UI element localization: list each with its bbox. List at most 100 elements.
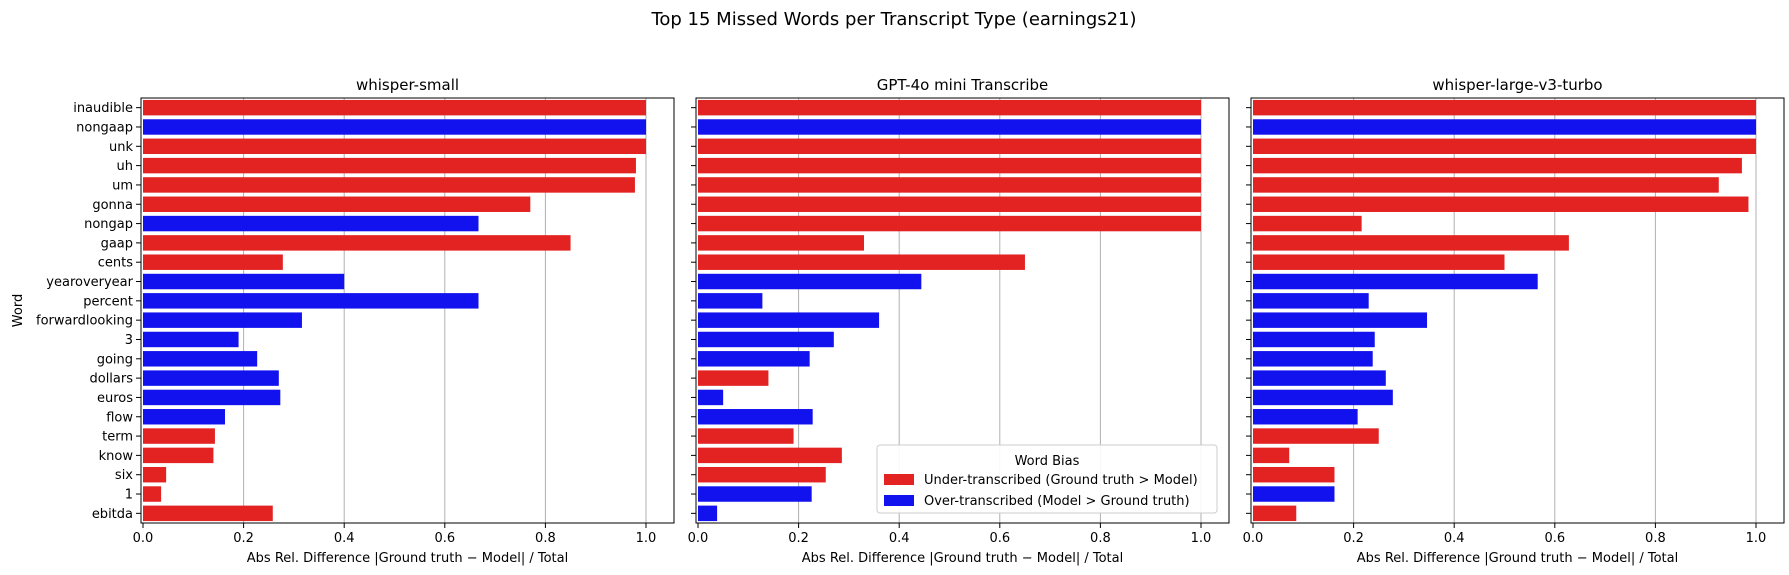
- bar-percent: [143, 293, 479, 309]
- legend: Word Bias Under-transcribed (Ground trut…: [876, 444, 1218, 514]
- bar-flow: [698, 409, 813, 425]
- bar-um: [698, 177, 1201, 193]
- x-axis-label: Abs Rel. Difference |Ground truth − Mode…: [802, 551, 1123, 566]
- axes-frame: [140, 97, 675, 524]
- panel-whisper-large-v3-turbo: 0.0 0.2 0.4 0.6 0.8 1.0 whisper-large-v3-turbo…: [1243, 76, 1785, 566]
- bar-ebitda: [143, 505, 273, 522]
- x-tick-label: 0.6: [434, 531, 455, 546]
- bar-euros: [143, 389, 281, 406]
- panel-title: GPT-4o mini Transcribe: [877, 76, 1049, 94]
- bar-uh: [143, 157, 636, 174]
- axes-frame: [1250, 97, 1785, 524]
- y-tick-label: 3: [125, 333, 133, 348]
- bar-gaap: [698, 235, 864, 251]
- bar-gonna: [1253, 196, 1749, 212]
- bar-dollars: [698, 370, 769, 386]
- bar-inaudible: [1253, 99, 1756, 116]
- bar-forwardlooking: [1253, 312, 1428, 328]
- bar-inaudible: [698, 99, 1201, 116]
- bar-unk: [1253, 138, 1756, 155]
- bar-gonna: [143, 196, 531, 212]
- bar-nongaap: [1253, 119, 1756, 135]
- y-tick-label: um: [112, 178, 133, 193]
- y-tick-label: ebitda: [92, 507, 133, 522]
- x-axis-label: Abs Rel. Difference |Ground truth − Mode…: [247, 551, 568, 566]
- bar-forwardlooking: [143, 312, 302, 328]
- x-tick-label: 0.6: [1544, 531, 1565, 546]
- bar-yearoveryear: [143, 273, 345, 290]
- y-tick-label: gonna: [92, 198, 133, 213]
- y-tick-label: inaudible: [73, 101, 133, 116]
- bar-going: [698, 351, 810, 367]
- x-tick-label: 1.0: [1191, 531, 1212, 546]
- bar-uh: [698, 157, 1201, 174]
- bar-ebitda: [698, 505, 718, 522]
- y-tick-label: term: [102, 430, 133, 445]
- x-tick-label: 0.2: [233, 531, 254, 546]
- bar-cents: [698, 254, 1025, 270]
- bar-yearoveryear: [698, 273, 922, 290]
- bar-six: [143, 466, 167, 483]
- bar-inaudible: [143, 99, 646, 116]
- legend-frame: [876, 444, 1218, 514]
- bar-uh: [1253, 157, 1742, 174]
- panel-title: whisper-large-v3-turbo: [1432, 76, 1602, 94]
- y-tick-label: euros: [97, 391, 133, 406]
- x-tick-label: 0.4: [889, 531, 910, 546]
- bar-ebitda: [1253, 505, 1297, 522]
- x-axis-label: Abs Rel. Difference |Ground truth − Mode…: [1357, 551, 1678, 566]
- y-tick-label: gaap: [101, 236, 133, 251]
- y-tick-label: forwardlooking: [36, 314, 133, 329]
- y-tick-label: know: [99, 449, 134, 464]
- bar-going: [143, 351, 258, 367]
- bar-six: [1253, 466, 1335, 483]
- bar-1: [1253, 486, 1335, 502]
- axes-frame: [695, 97, 1230, 524]
- bar-gaap: [143, 235, 571, 251]
- bar-know: [143, 447, 214, 464]
- bar-know: [1253, 447, 1290, 464]
- y-tick-label: nongaap: [76, 120, 133, 135]
- x-tick-label: 0.4: [1444, 531, 1465, 546]
- legend-swatch-under: [884, 474, 914, 485]
- x-tick-label: 0.8: [1645, 531, 1666, 546]
- bar-3: [143, 331, 239, 348]
- bar-flow: [1253, 409, 1358, 425]
- bar-forwardlooking: [698, 312, 880, 328]
- x-tick-label: 0.4: [334, 531, 355, 546]
- bar-dollars: [1253, 370, 1386, 386]
- x-tick-label: 0.0: [133, 531, 154, 546]
- x-tick-label: 0.0: [688, 531, 709, 546]
- bar-3: [1253, 331, 1375, 348]
- bar-gaap: [1253, 235, 1569, 251]
- legend-label-over: Over-transcribed (Model > Ground truth): [924, 494, 1190, 509]
- bar-euros: [698, 389, 724, 406]
- y-tick-label: yearoveryear: [46, 275, 133, 290]
- x-tick-label: 0.8: [1090, 531, 1111, 546]
- y-tick-label: flow: [106, 410, 133, 425]
- bar-nongap: [698, 215, 1201, 232]
- legend-label-under: Under-transcribed (Ground truth > Model): [924, 473, 1198, 488]
- legend-swatch-over: [884, 495, 914, 506]
- figure-suptitle: Top 15 Missed Words per Transcript Type …: [650, 9, 1136, 30]
- y-tick-label: cents: [98, 256, 133, 271]
- bar-percent: [698, 293, 763, 309]
- bar-dollars: [143, 370, 279, 386]
- x-tick-label: 0.8: [535, 531, 556, 546]
- bar-euros: [1253, 389, 1393, 406]
- y-tick-label: uh: [117, 159, 133, 174]
- bar-nongap: [1253, 215, 1362, 232]
- x-tick-label: 0.6: [989, 531, 1010, 546]
- y-tick-label: 1: [125, 488, 133, 503]
- x-tick-label: 1.0: [636, 531, 657, 546]
- bar-nongaap: [143, 119, 646, 135]
- legend-title: Word Bias: [1015, 454, 1080, 469]
- panel-whisper-small: inaudible nongaap unk uh um gonna nongap gaap ce…: [11, 76, 675, 566]
- bar-unk: [143, 138, 646, 155]
- y-tick-label: percent: [83, 294, 133, 309]
- bar-flow: [143, 409, 225, 425]
- bar-percent: [1253, 293, 1369, 309]
- bar-term: [1253, 428, 1379, 444]
- bar-1: [698, 486, 812, 502]
- y-tick-label: unk: [109, 140, 133, 155]
